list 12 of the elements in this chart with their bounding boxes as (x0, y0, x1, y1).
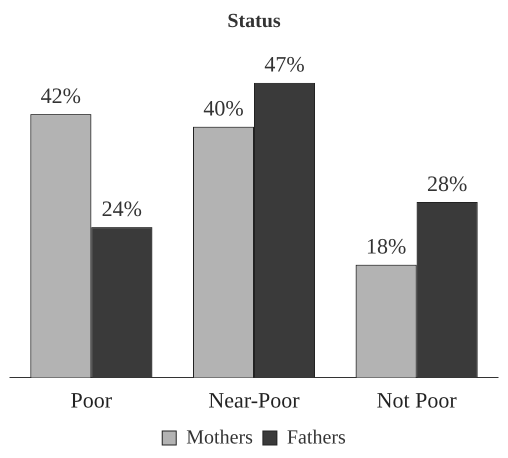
x-tick-label: Near-Poor (208, 388, 300, 413)
data-label: 18% (366, 233, 406, 258)
legend-label: Mothers (186, 426, 254, 448)
data-label: 42% (40, 82, 81, 108)
x-tick-label: Poor (70, 388, 113, 413)
data-label: 24% (102, 196, 142, 221)
x-tick-label: Not Poor (376, 388, 458, 413)
legend-label: Fathers (286, 426, 346, 448)
data-label: 47% (264, 52, 305, 77)
data-label: 28% (427, 170, 468, 196)
data-label: 40% (203, 96, 244, 120)
chart-title: Status (227, 10, 281, 32)
